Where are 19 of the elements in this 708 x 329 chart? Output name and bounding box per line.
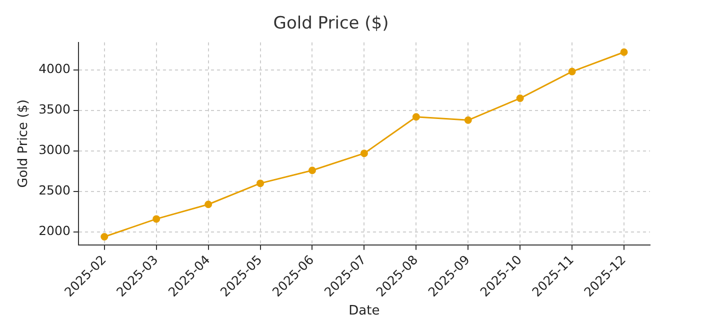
point — [516, 94, 524, 102]
point — [256, 180, 264, 188]
y-tick-label: 3500 — [38, 102, 70, 117]
x-axis-title: Date — [348, 304, 380, 319]
point — [620, 48, 628, 56]
point — [100, 233, 108, 241]
point — [360, 150, 368, 158]
point — [412, 113, 420, 121]
y-tick-label: 2000 — [38, 223, 70, 238]
point — [464, 116, 472, 124]
y-axis-title: Gold Price ($) — [16, 99, 32, 188]
point — [204, 200, 212, 208]
point — [568, 68, 576, 76]
point — [308, 166, 316, 174]
point — [152, 215, 160, 223]
y-tick-label: 3000 — [38, 142, 70, 158]
y-tick-label: 4000 — [38, 61, 70, 76]
chart-title: Gold Price ($) — [273, 14, 389, 34]
y-tick-label: 2500 — [38, 182, 70, 198]
